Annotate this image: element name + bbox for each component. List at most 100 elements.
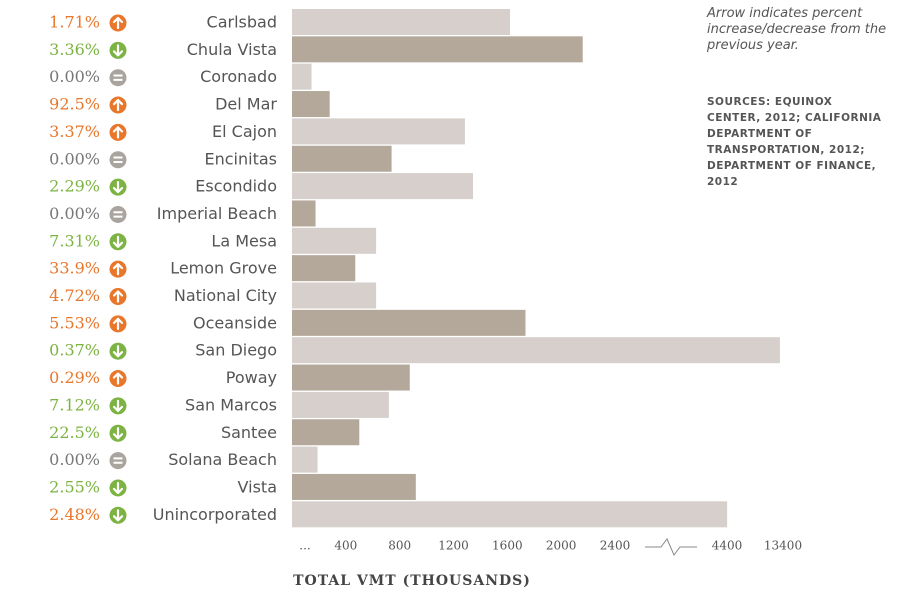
bar <box>292 36 583 63</box>
x-tick-label: 4400 <box>712 539 743 553</box>
category-label: National City <box>174 286 277 305</box>
icon-equal <box>113 156 123 163</box>
icon-circle <box>109 151 127 169</box>
category-label: Coronado <box>200 67 277 86</box>
x-tick-label: ... <box>299 539 310 553</box>
bar <box>292 419 360 446</box>
change-label: 0.00% <box>49 67 100 86</box>
change-icon <box>109 370 127 388</box>
change-label: 2.29% <box>49 177 100 196</box>
change-label: 33.9% <box>49 259 100 278</box>
icon-circle <box>109 205 127 223</box>
change-icon <box>109 424 127 442</box>
category-label: El Cajon <box>212 122 277 141</box>
change-icon <box>109 315 127 333</box>
bar <box>292 91 330 118</box>
x-tick-label: 1600 <box>492 539 523 553</box>
category-label: San Marcos <box>185 395 277 414</box>
change-icon <box>109 151 127 169</box>
icon-arrow <box>112 427 124 440</box>
change-icon <box>109 397 127 415</box>
bar <box>292 9 511 35</box>
change-icon <box>109 178 127 196</box>
change-label: 0.37% <box>49 341 100 360</box>
axis-break <box>645 538 697 556</box>
category-label: Chula Vista <box>187 40 277 59</box>
change-label: 3.37% <box>49 122 100 141</box>
x-tick-label: 1200 <box>438 539 469 553</box>
bar <box>292 173 474 200</box>
change-label: 5.53% <box>49 313 100 332</box>
icon-arrow <box>112 290 124 303</box>
bar <box>292 364 410 391</box>
category-label: Lemon Grove <box>170 259 277 278</box>
change-label: 0.00% <box>49 149 100 168</box>
icon-arrow <box>112 345 124 358</box>
change-label: 2.48% <box>49 505 100 524</box>
icon-arrow <box>112 98 124 112</box>
bar <box>292 473 416 500</box>
category-label: Solana Beach <box>168 450 277 469</box>
category-label: La Mesa <box>211 231 277 250</box>
icon-arrow <box>112 481 124 495</box>
change-label: 0.00% <box>49 204 100 223</box>
change-icon <box>109 69 127 87</box>
change-label: 92.5% <box>49 95 100 114</box>
icon-circle <box>109 452 127 470</box>
icon-circle <box>109 69 127 87</box>
icon-arrow <box>112 399 124 412</box>
change-icon <box>109 96 127 114</box>
category-label: Encinitas <box>205 149 278 168</box>
category-label: Carlsbad <box>207 13 277 32</box>
category-label: Vista <box>238 477 277 496</box>
x-axis-label: TOTAL VMT (THOUSANDS) <box>293 573 531 589</box>
icon-arrow <box>112 263 124 276</box>
note: Arrow indicates percent increase/decreas… <box>707 6 887 53</box>
change-icon <box>109 506 127 524</box>
bar <box>292 63 312 90</box>
icon-equal <box>113 74 123 81</box>
change-label: 7.12% <box>49 395 100 414</box>
change-icon <box>109 288 127 305</box>
change-label: 0.00% <box>49 450 100 469</box>
change-icon <box>109 14 127 32</box>
icon-arrow <box>112 44 124 57</box>
icon-arrow <box>112 372 124 385</box>
x-tick-label: 13400 <box>764 539 802 553</box>
category-label: Oceanside <box>193 313 277 332</box>
category-label: Santee <box>221 423 277 442</box>
category-label: Unincorporated <box>153 505 277 524</box>
category-label: Imperial Beach <box>157 204 277 223</box>
icon-arrow <box>112 126 124 139</box>
category-label: Escondido <box>195 177 277 196</box>
bar <box>292 501 728 528</box>
change-icon <box>109 41 127 59</box>
bar <box>292 200 316 227</box>
icon-arrow <box>112 16 124 30</box>
bar <box>292 118 465 145</box>
x-tick-label: 2400 <box>600 539 631 553</box>
x-tick-label: 2000 <box>546 539 577 553</box>
bar <box>292 446 318 473</box>
icon-equal <box>113 457 123 464</box>
bar <box>292 282 377 309</box>
icon-arrow <box>112 509 124 522</box>
x-tick-label: 800 <box>388 539 411 553</box>
change-label: 22.5% <box>49 423 100 442</box>
bar <box>292 145 392 172</box>
change-icon <box>109 233 127 251</box>
change-icon <box>109 452 127 470</box>
x-tick-label: 400 <box>334 539 357 553</box>
change-label: 2.55% <box>49 477 100 496</box>
change-label: 3.36% <box>49 40 100 59</box>
icon-equal <box>113 211 123 218</box>
bar <box>292 391 389 418</box>
change-icon <box>109 205 127 223</box>
category-label: Poway <box>226 368 277 387</box>
bar <box>292 227 377 254</box>
change-icon <box>109 479 127 497</box>
change-icon <box>109 342 127 360</box>
change-icon <box>109 123 127 141</box>
change-label: 1.71% <box>49 13 100 32</box>
